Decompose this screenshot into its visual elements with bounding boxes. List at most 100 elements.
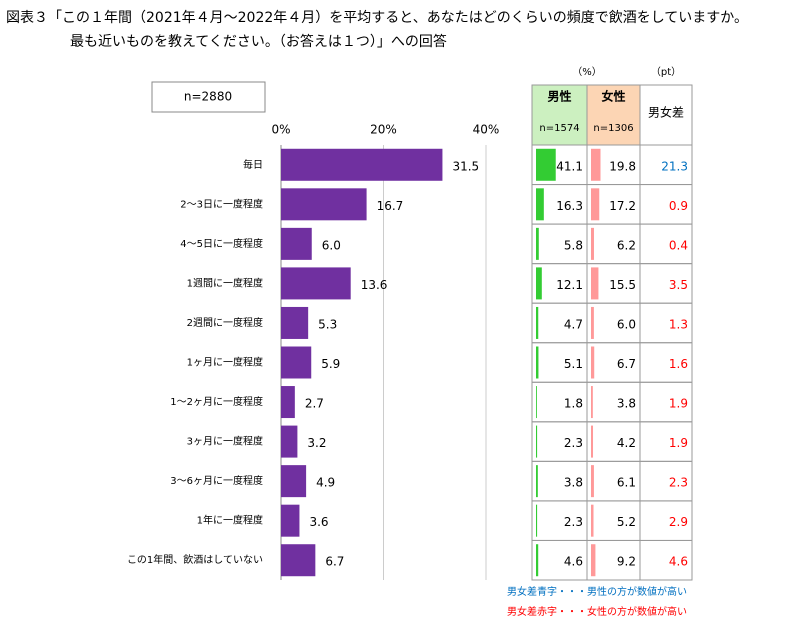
header-label: 男性: [547, 89, 571, 104]
table-bar: [536, 267, 542, 300]
table-value: 6.2: [617, 238, 636, 252]
table-value: 6.0: [617, 317, 636, 331]
sample-box: [151, 81, 266, 113]
y-tick-label: 1週間に一度程度: [187, 276, 263, 289]
table-value: 16.3: [556, 199, 583, 213]
bar: [281, 346, 312, 379]
table-bar: [536, 544, 539, 577]
table-bar: [591, 188, 600, 221]
header-label: 女性: [601, 89, 625, 104]
value-label: 13.6: [361, 278, 388, 292]
table-value: 1.9: [669, 436, 688, 450]
value-label: 3.6: [309, 515, 328, 529]
value-label: 5.9: [321, 357, 340, 371]
unit-label: （%）: [572, 66, 602, 78]
value-label: 5.3: [318, 317, 337, 331]
table-bar: [591, 227, 594, 260]
table-bar: [536, 148, 556, 181]
bar: [281, 188, 367, 221]
y-tick-label: 1ヶ月に一度程度: [187, 356, 263, 369]
y-tick-label: 3～6ヶ月に一度程度: [170, 474, 263, 487]
table-bar: [591, 386, 593, 419]
table-value: 9.2: [617, 555, 636, 569]
y-tick-label: 2～3日に一度程度: [180, 197, 263, 210]
value-label: 2.7: [305, 397, 324, 411]
value-label: 31.5: [452, 159, 479, 173]
y-tick-label: この1年間、飲酒はしていない: [127, 553, 263, 566]
table-value: 19.8: [609, 159, 636, 173]
y-tick-label: 1年に一度程度: [197, 514, 263, 527]
table-value: 3.8: [564, 476, 583, 490]
y-tick-label: 2週間に一度程度: [187, 316, 263, 329]
table-value: 1.9: [669, 397, 688, 411]
table-value: 0.4: [669, 238, 688, 252]
value-label: 3.2: [307, 436, 326, 450]
table-bar: [536, 346, 539, 379]
table-value: 5.2: [617, 515, 636, 529]
table-bar: [536, 465, 538, 498]
table-bar: [591, 504, 594, 537]
table-bar: [536, 425, 538, 458]
table-bar: [536, 386, 537, 419]
table-value: 2.9: [669, 515, 688, 529]
table-cell: [639, 539, 693, 581]
table-value: 2.3: [564, 515, 583, 529]
chart-title: 図表３「この１年間（2021年４月～2022年４月）を平均すると、あなたはどのく…: [6, 10, 748, 26]
header-n: n=1306: [593, 123, 633, 134]
table-value: 0.9: [669, 199, 688, 213]
table-bar: [536, 306, 539, 339]
table-value: 3.8: [617, 397, 636, 411]
table-value: 6.7: [617, 357, 636, 371]
table-bar: [536, 504, 538, 537]
bar: [281, 544, 316, 577]
chart-subtitle: 最も近いものを教えてください。（お答えは１つ）」への回答: [70, 33, 447, 50]
y-tick-label: 1～2ヶ月に一度程度: [170, 395, 263, 408]
table-bar: [591, 148, 601, 181]
table-value: 2.3: [564, 436, 583, 450]
table-value: 15.5: [609, 278, 636, 292]
bar: [281, 148, 443, 181]
table-value: 5.1: [564, 357, 583, 371]
table-value: 4.2: [617, 436, 636, 450]
table-bar: [591, 306, 594, 339]
note: 男女差赤字・・・女性の方が数値が高い: [507, 605, 687, 618]
value-label: 6.7: [325, 555, 344, 569]
table-value: 41.1: [556, 159, 583, 173]
x-tick-label: 40%: [473, 123, 500, 137]
table-value: 12.1: [556, 278, 583, 292]
y-tick-label: 4～5日に一度程度: [180, 237, 263, 250]
table-value: 21.3: [661, 159, 688, 173]
table-value: 17.2: [609, 199, 636, 213]
value-label: 6.0: [322, 238, 341, 252]
table-bar: [591, 465, 594, 498]
bar: [281, 227, 312, 260]
bar: [281, 425, 298, 458]
bar: [281, 465, 307, 498]
bar: [281, 306, 309, 339]
table-value: 3.5: [669, 278, 688, 292]
value-label: 16.7: [377, 199, 404, 213]
x-tick-label: 0%: [271, 123, 290, 137]
header-label: 男女差: [648, 105, 684, 120]
bar: [281, 386, 295, 419]
table-value: 5.8: [564, 238, 583, 252]
table-value: 1.3: [669, 317, 688, 331]
header-cell: [531, 84, 588, 146]
table-bar: [591, 544, 596, 577]
bar: [281, 267, 351, 300]
header-n: n=1574: [539, 123, 579, 134]
table-value: 1.8: [564, 397, 583, 411]
header-cell: [639, 84, 693, 146]
table-value: 4.7: [564, 317, 583, 331]
table-bar: [536, 227, 539, 260]
x-tick-label: 20%: [370, 123, 397, 137]
sample-label: n=2880: [184, 90, 232, 104]
table-bar: [536, 188, 544, 221]
unit-label: （pt）: [651, 66, 681, 78]
table-value: 1.6: [669, 357, 688, 371]
y-tick-label: 3ヶ月に一度程度: [187, 435, 263, 448]
value-label: 4.9: [316, 476, 335, 490]
table-value: 6.1: [617, 476, 636, 490]
table-value: 4.6: [669, 555, 688, 569]
